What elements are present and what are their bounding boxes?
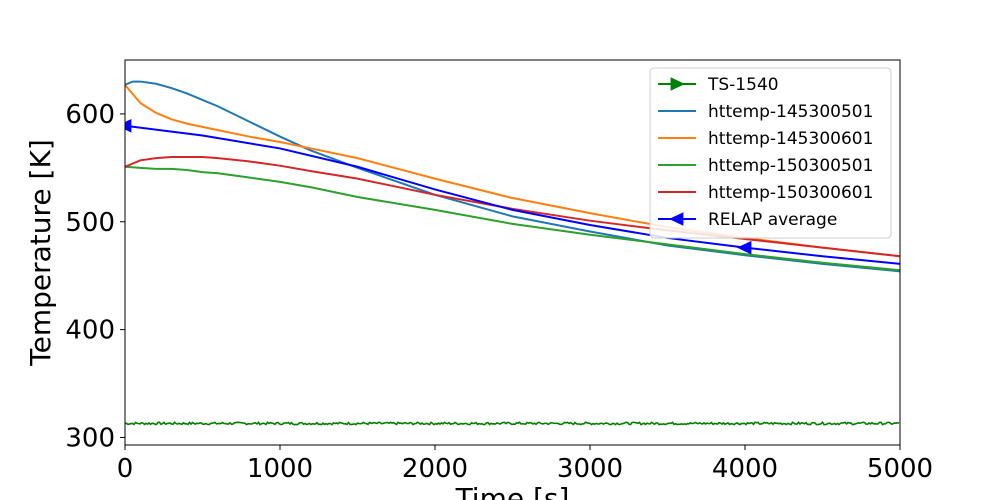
series-marker-5-1	[737, 240, 752, 255]
y-tick-label-3: 600	[65, 100, 115, 130]
plot-frame	[124, 59, 901, 446]
y-axis-title: Temperature [K]	[24, 139, 57, 366]
x-tick-label-3: 3000	[557, 454, 623, 484]
legend: TS-1540 httemp-145300501 httemp-145300601 h…	[649, 67, 892, 239]
legend-marker-0	[670, 77, 685, 91]
series-line-0	[125, 420, 900, 426]
legend-box	[649, 67, 892, 239]
series-line-5	[125, 124, 900, 265]
legend-label-4: httemp-150300601	[708, 183, 873, 203]
x-tick-label-1: 1000	[247, 454, 313, 484]
x-axis-title: Time [s]	[455, 482, 570, 500]
x-tick-label-0: 0	[117, 454, 134, 484]
y-tick-label-1: 400	[65, 316, 115, 346]
x-tick-label-2: 2000	[402, 454, 468, 484]
y-tick-label-2: 500	[65, 208, 115, 238]
series-layer	[125, 80, 900, 426]
legend-label-0: TS-1540	[707, 75, 779, 95]
legend-label-5: RELAP average	[708, 210, 837, 230]
legend-marker-5	[669, 212, 684, 226]
x-tick-label-5: 5000	[867, 454, 933, 484]
series-line-3	[125, 165, 900, 272]
legend-label-3: httemp-150300501	[708, 156, 873, 176]
legend-label-1: httemp-145300501	[708, 102, 873, 122]
axes-layer: 0 1000 2000 3000 4000 5000 300 400 500 600 Time [s…	[24, 59, 933, 500]
x-tick-label-4: 4000	[712, 454, 778, 484]
series-line-1	[125, 80, 900, 273]
series-marker-5-0	[125, 118, 132, 133]
legend-label-2: httemp-145300601	[708, 129, 873, 149]
y-tick-label-0: 300	[65, 423, 115, 453]
